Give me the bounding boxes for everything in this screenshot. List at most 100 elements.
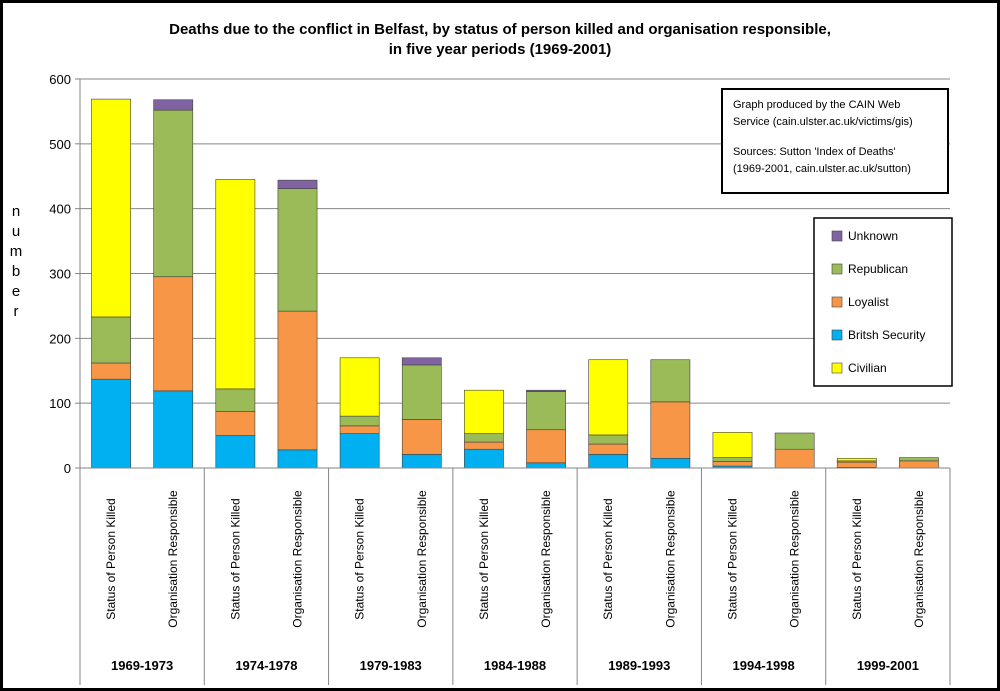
bar-segment-loyalist xyxy=(464,441,504,450)
x-category-label: Organisation Responsible xyxy=(912,490,926,628)
x-period-label: 1979-1983 xyxy=(360,658,422,673)
x-period-label: 1989-1993 xyxy=(608,658,670,673)
y-axis-label-char: n xyxy=(12,203,20,220)
bar-segment-republican xyxy=(215,388,256,412)
x-category-label: Organisation Responsible xyxy=(663,490,677,628)
bar-segment-republican xyxy=(588,434,629,445)
bar-segment-loyalist xyxy=(91,362,131,380)
source-note-line4: (1969-2001, cain.ulster.ac.uk/sutton) xyxy=(733,163,911,175)
bar-segment-civilian xyxy=(339,357,380,417)
bar-segment-loyalist xyxy=(526,429,566,464)
bar-segment-loyalist xyxy=(339,425,380,434)
legend-swatch xyxy=(831,362,843,374)
x-period-label: 1974-1978 xyxy=(235,658,297,673)
bar-segment-civilian xyxy=(712,432,753,458)
source-note-line1: Graph produced by the CAIN Web xyxy=(733,99,900,111)
x-period-label: 1999-2001 xyxy=(857,658,919,673)
bar-segment-britsh-security xyxy=(588,454,629,469)
axes xyxy=(79,79,950,469)
x-category-label: Organisation Responsible xyxy=(788,490,802,628)
bar-segment-loyalist xyxy=(277,310,318,451)
bar-segment-republican xyxy=(277,188,318,312)
y-tick-label: 200 xyxy=(49,331,71,346)
y-tick-label: 600 xyxy=(49,72,71,87)
bars xyxy=(91,98,939,469)
x-category-label: Organisation Responsible xyxy=(166,490,180,628)
x-category-label: Status of Person Killed xyxy=(104,498,118,619)
bar-segment-republican xyxy=(464,433,504,443)
x-period-label: 1969-1973 xyxy=(111,658,173,673)
legend-label: Loyalist xyxy=(848,295,889,309)
source-note-line3: Sources: Sutton 'Index of Deaths' xyxy=(733,146,896,158)
bar-segment-britsh-security xyxy=(215,435,256,469)
bar-segment-britsh-security xyxy=(650,457,691,469)
bar-segment-loyalist xyxy=(401,419,442,455)
legend-swatch xyxy=(831,230,843,242)
y-axis-label-char: b xyxy=(12,263,20,280)
x-category-label: Status of Person Killed xyxy=(601,498,615,619)
bar-segment-britsh-security xyxy=(401,454,442,469)
bar-segment-britsh-security xyxy=(339,433,380,469)
legend-label: Britsh Security xyxy=(848,328,925,342)
legend-swatch xyxy=(831,263,843,275)
bar-segment-republican xyxy=(401,364,442,420)
y-tick-label: 500 xyxy=(49,137,71,152)
bar-segment-civilian xyxy=(464,389,504,434)
bar-segment-loyalist xyxy=(588,443,629,455)
bar-segment-republican xyxy=(91,316,131,364)
x-category-label: Status of Person Killed xyxy=(726,498,740,619)
bar-segment-britsh-security xyxy=(526,462,566,469)
y-tick-label: 300 xyxy=(49,267,71,282)
bar-segment-unknown xyxy=(401,357,442,366)
y-axis-label-char: r xyxy=(14,303,19,320)
bar-segment-civilian xyxy=(588,359,629,436)
bar-segment-republican xyxy=(712,457,753,462)
bar-segment-britsh-security xyxy=(153,390,194,469)
bar-segment-loyalist xyxy=(215,411,256,436)
bar-segment-unknown xyxy=(526,389,566,392)
bar-segment-britsh-security xyxy=(464,448,504,469)
chart-title-line2: in five year periods (1969-2001) xyxy=(389,41,612,58)
legend-swatch xyxy=(831,296,843,308)
bar-segment-loyalist xyxy=(153,276,194,392)
bar-segment-britsh-security xyxy=(91,378,131,469)
x-category-label: Organisation Responsible xyxy=(539,490,553,628)
x-category-label: Status of Person Killed xyxy=(477,498,491,619)
x-category-label: Status of Person Killed xyxy=(228,498,242,619)
bar-segment-civilian xyxy=(836,457,877,462)
bar-segment-loyalist xyxy=(899,460,939,469)
y-axis-label-char: m xyxy=(10,243,23,260)
bar-segment-unknown xyxy=(277,179,318,189)
legend-label: Civilian xyxy=(848,361,887,375)
y-tick-label: 400 xyxy=(49,202,71,217)
legend: Unknown Republican Loyalist Britsh Security… xyxy=(813,217,953,387)
bar-segment-loyalist xyxy=(650,401,691,459)
y-tick-label: 0 xyxy=(64,461,71,476)
x-category-label: Organisation Responsible xyxy=(291,490,305,628)
legend-label: Unknown xyxy=(848,229,898,243)
bar-segment-republican xyxy=(153,109,194,278)
chart-title: Deaths due to the conflict in Belfast, b… xyxy=(169,21,831,38)
y-axis-ticks: 0 100 200 300 400 500 600 xyxy=(49,72,71,476)
legend-swatch xyxy=(831,329,843,341)
source-note: Graph produced by the CAIN Web Service (… xyxy=(721,88,949,194)
x-period-label: 1984-1988 xyxy=(484,658,546,673)
y-axis-label-char: u xyxy=(12,223,20,240)
bar-segment-republican xyxy=(339,415,380,427)
bar-segment-republican xyxy=(899,457,939,462)
source-note-line2: Service (cain.ulster.ac.uk/victims/gis) xyxy=(733,116,913,128)
bar-segment-loyalist xyxy=(836,461,877,468)
y-axis-label-char: e xyxy=(12,283,20,300)
bar-segment-republican xyxy=(526,391,566,431)
bar-segment-loyalist xyxy=(774,448,815,469)
bar-segment-civilian xyxy=(215,179,256,390)
x-category-label: Status of Person Killed xyxy=(850,498,864,619)
y-tick-label: 100 xyxy=(49,396,71,411)
source-note-box xyxy=(721,88,949,194)
bar-segment-unknown xyxy=(153,99,194,111)
bar-segment-loyalist xyxy=(712,461,753,467)
bar-segment-britsh-security xyxy=(277,449,318,469)
bar-segment-civilian xyxy=(91,98,131,318)
